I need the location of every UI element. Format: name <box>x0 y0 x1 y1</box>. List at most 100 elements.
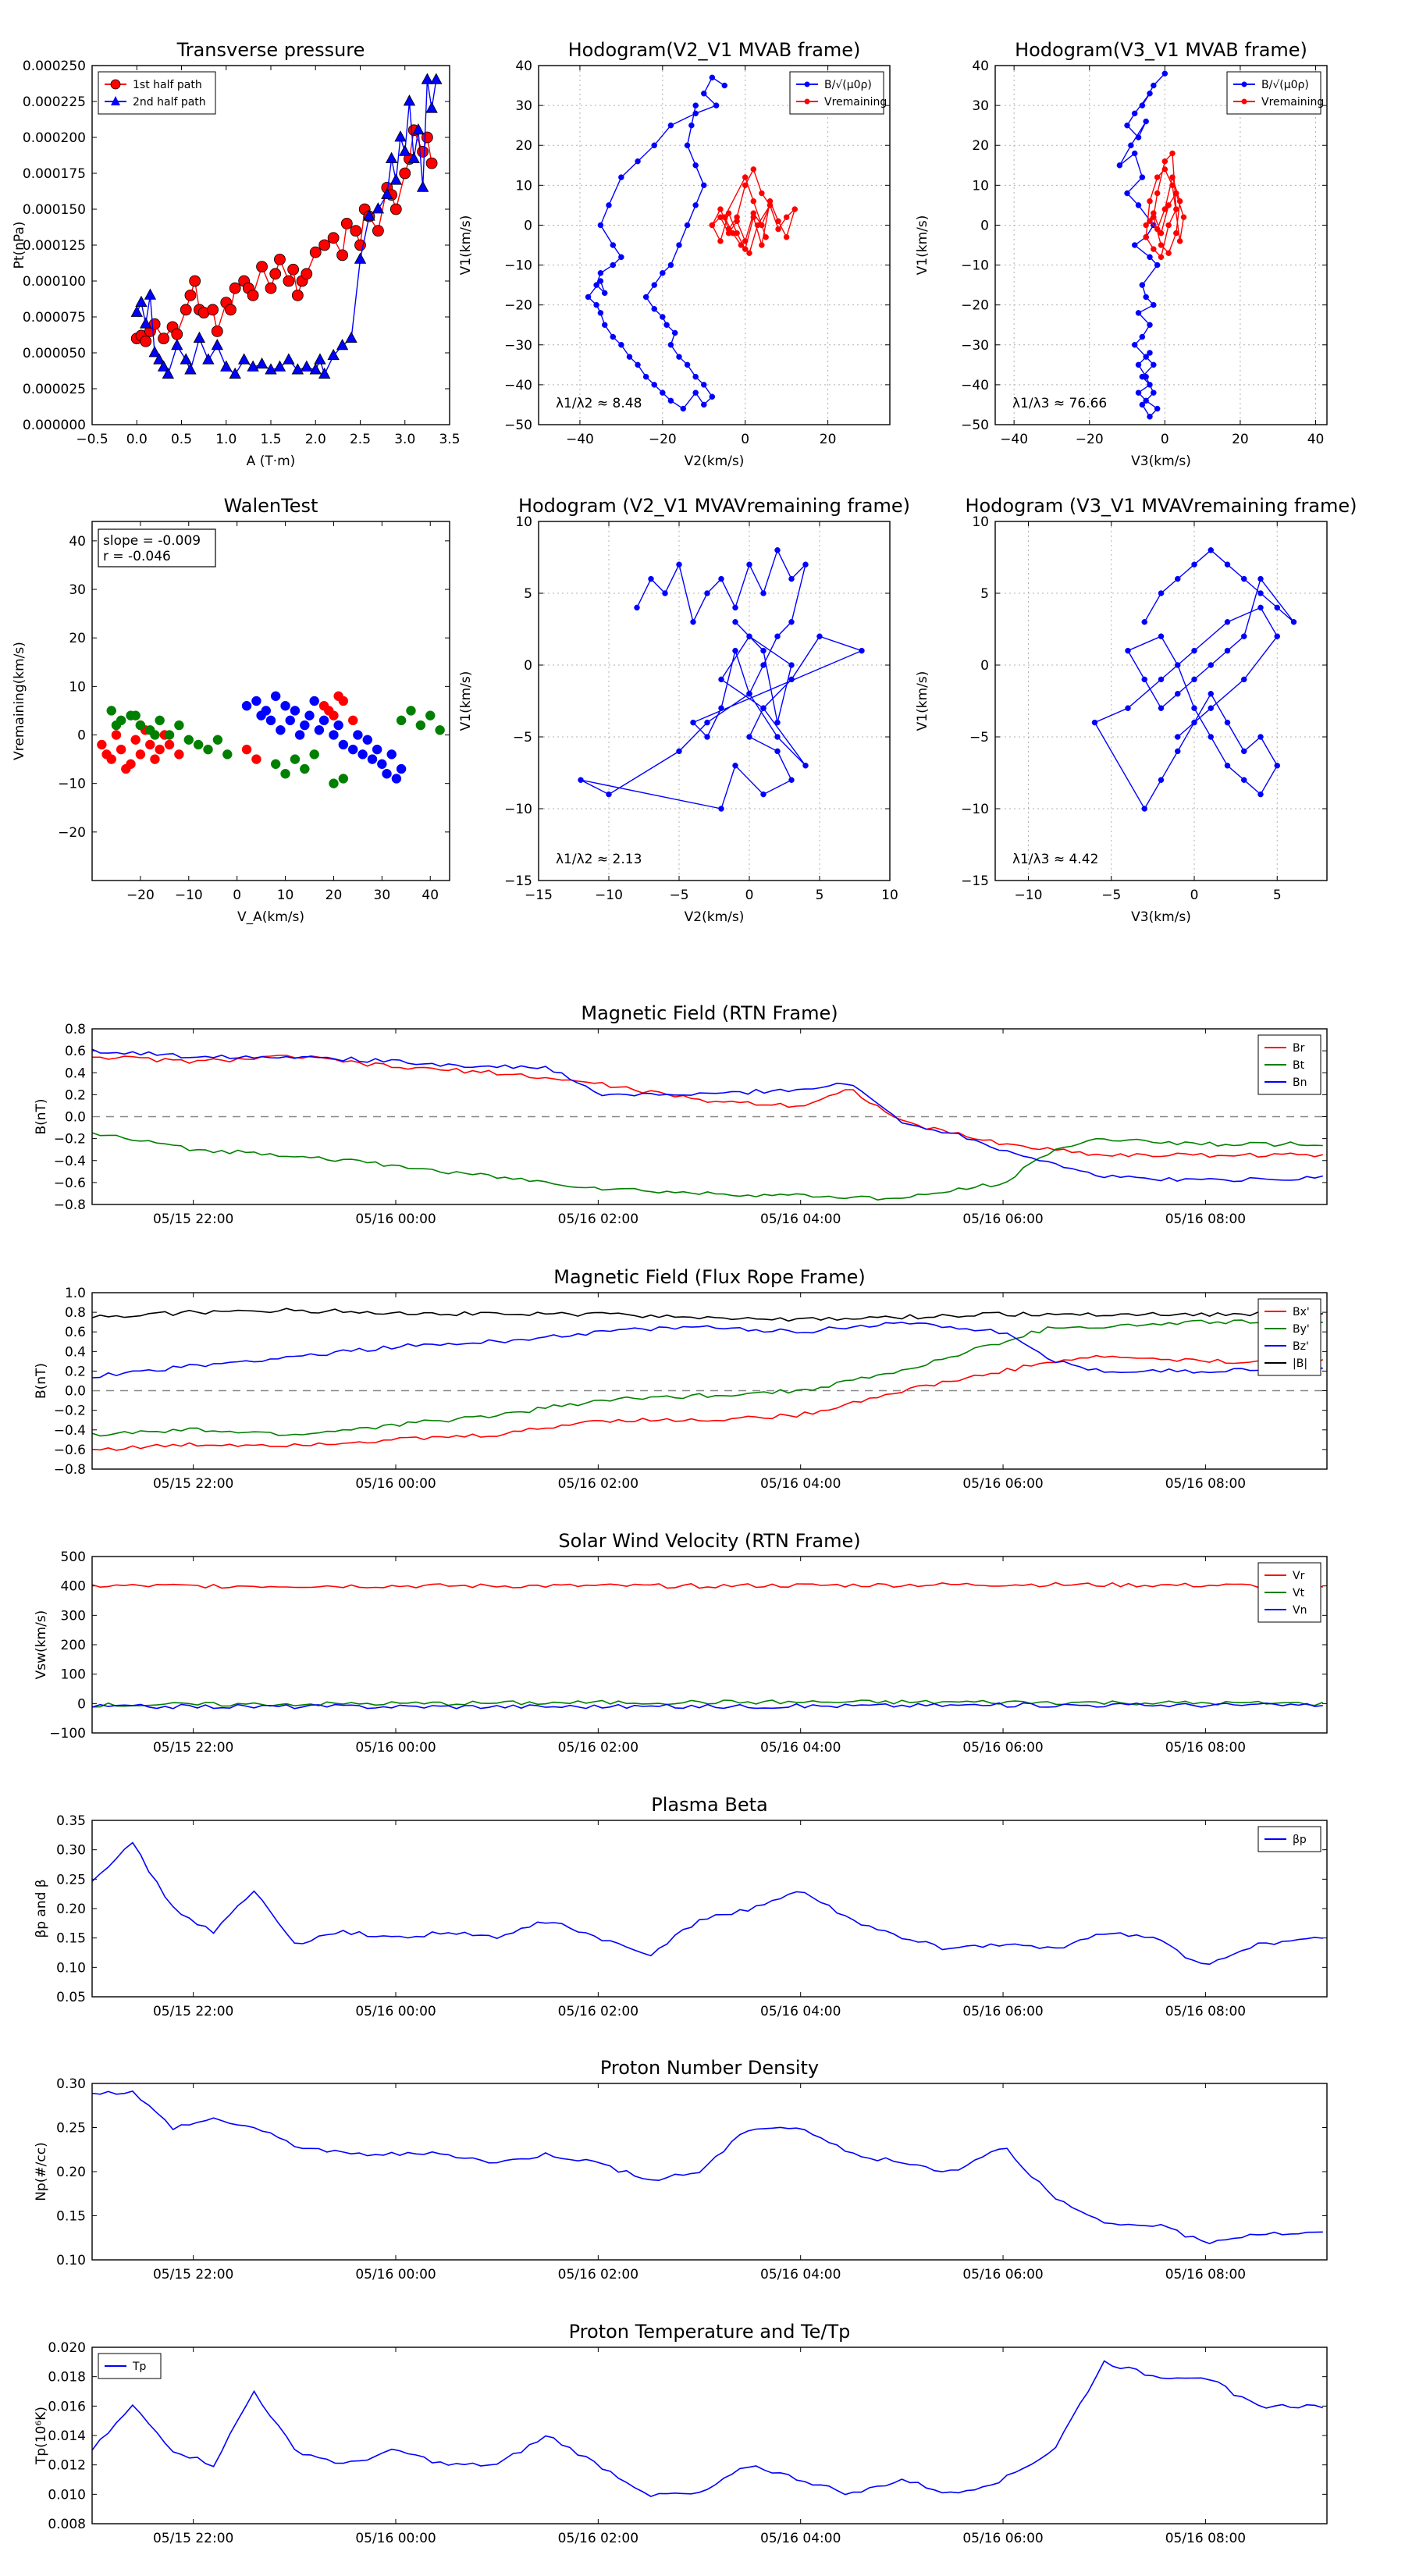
x-tick-label: 05/16 02:00 <box>558 1212 638 1227</box>
legend-label: Bn <box>1293 1076 1307 1089</box>
data-point <box>425 101 438 113</box>
data-point <box>667 122 674 129</box>
data-point <box>130 305 143 317</box>
data-point <box>251 754 261 764</box>
data-point <box>788 777 795 783</box>
data-point <box>750 214 757 220</box>
y-tick-label: −10 <box>961 258 989 274</box>
legend: Br Bt Bn <box>1257 1034 1321 1095</box>
data-layer <box>1091 547 1297 812</box>
legend-label: Vr <box>1293 1570 1305 1582</box>
y-tick-label: −20 <box>58 825 86 841</box>
data-point <box>676 561 682 568</box>
data-point <box>760 590 767 596</box>
data-point <box>1290 619 1297 625</box>
y-tick-label: 0.000050 <box>23 346 86 361</box>
legend-marker <box>804 98 810 105</box>
x-tick-label: 05/16 06:00 <box>962 2267 1043 2282</box>
data-point <box>742 238 749 244</box>
x-tick-label: 0 <box>1161 432 1169 447</box>
data-point <box>336 249 349 262</box>
data-point <box>1173 190 1179 197</box>
y-tick-label: 20 <box>972 138 989 154</box>
data-point <box>1143 294 1149 301</box>
x-tick-label: −10 <box>175 888 203 903</box>
y-tick-label: 0.4 <box>65 1344 86 1360</box>
y-tick-label: 0.35 <box>56 1813 86 1829</box>
data-point <box>362 735 373 745</box>
y-tick-label: 0.10 <box>56 2253 86 2268</box>
data-point <box>1241 777 1247 783</box>
data-point <box>1224 763 1231 769</box>
data-point <box>180 353 192 365</box>
data-point <box>1180 214 1187 220</box>
data-point <box>774 748 781 755</box>
y-axis-label: V1(km/s) <box>458 671 474 731</box>
data-point <box>211 338 223 350</box>
data-point <box>130 735 140 745</box>
data-point <box>406 706 416 716</box>
plot-frame <box>91 1820 1328 1998</box>
y-tick-label: 0.20 <box>56 2165 86 2180</box>
data-point <box>1139 102 1146 109</box>
y-tick-label: 0 <box>524 658 532 674</box>
data-point <box>759 190 765 197</box>
y-tick-label: −0.4 <box>54 1423 86 1439</box>
data-point <box>1161 158 1168 165</box>
data-point <box>241 744 252 755</box>
x-tick-label: −10 <box>595 888 623 903</box>
data-point <box>642 294 649 301</box>
data-point <box>287 263 300 276</box>
x-tick-label: 1.5 <box>260 432 281 447</box>
y-tick-label: 0.2 <box>65 1087 86 1103</box>
y-tick-label: 0.000075 <box>23 310 86 326</box>
x-tick-label: 20 <box>1232 432 1249 447</box>
data-point <box>606 202 612 208</box>
plot-frame <box>994 521 1328 881</box>
data-layer <box>1116 70 1187 420</box>
y-tick-label: −15 <box>961 873 989 889</box>
data-point <box>265 363 277 375</box>
y-tick-label: −15 <box>504 873 532 889</box>
y-tick-label: 0.8 <box>65 1022 86 1037</box>
data-point <box>610 242 617 248</box>
x-tick-label: 0.5 <box>171 432 192 447</box>
data-point <box>1175 734 1181 740</box>
x-tick-label: 05/16 06:00 <box>962 2531 1043 2546</box>
data-point <box>318 367 331 379</box>
chart-title: Proton Temperature and Te/Tp <box>569 2321 851 2343</box>
data-point <box>732 763 738 769</box>
y-tick-label: 0.000025 <box>23 382 86 397</box>
y-tick-label: −50 <box>961 418 989 433</box>
data-point <box>746 561 752 568</box>
data-point <box>1161 206 1168 212</box>
y-tick-label: 5 <box>980 586 989 602</box>
data-point <box>635 361 641 368</box>
data-point <box>338 739 349 750</box>
data-point <box>1173 206 1179 212</box>
y-tick-label: 10 <box>972 514 989 530</box>
data-point <box>1154 405 1161 412</box>
data-point <box>692 102 699 109</box>
data-point <box>1147 322 1153 328</box>
data-point <box>274 253 286 265</box>
data-point <box>1151 390 1157 396</box>
chart-panel-3: −40 −20 0 20 40 −50 −40 −30 −20 −10 0 10 20 30 40 Hodog… <box>915 39 1328 469</box>
data-point <box>203 744 213 755</box>
data-point <box>256 261 268 273</box>
data-point <box>1208 705 1214 711</box>
data-point <box>300 720 310 731</box>
data-point <box>300 763 310 774</box>
data-point <box>1175 691 1181 697</box>
data-point <box>184 289 197 301</box>
data-point <box>140 335 152 347</box>
data-point <box>1151 301 1157 308</box>
data-point <box>329 778 339 788</box>
data-point <box>140 317 152 329</box>
x-tick-label: −20 <box>1076 432 1104 447</box>
data-point <box>742 182 749 189</box>
data-point <box>1208 734 1214 740</box>
data-point <box>742 174 749 180</box>
